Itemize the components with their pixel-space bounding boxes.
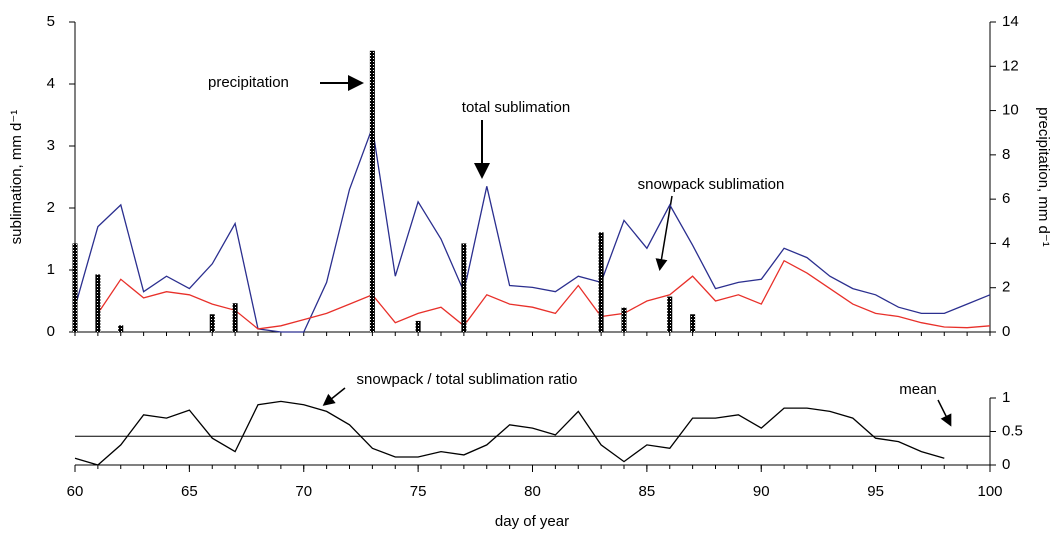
y2-tick-label: 0	[1002, 323, 1010, 340]
precip-bar	[598, 232, 604, 332]
precip-bar	[118, 325, 124, 332]
y2-tick-label: 2	[1002, 279, 1010, 296]
y-tick-label: 4	[47, 75, 55, 92]
x-tick-label: 80	[524, 483, 541, 500]
x-tick-label: 70	[295, 483, 312, 500]
annotation: snowpack / total sublimation ratio	[357, 371, 578, 388]
precip-bar	[369, 50, 375, 333]
y2-tick-label: 6	[1002, 190, 1010, 207]
annotation: precipitation	[208, 74, 289, 91]
x-axis-title: day of year	[495, 513, 569, 530]
arrow	[655, 195, 673, 271]
y-tick-label: 0	[47, 323, 55, 340]
x-tick-label: 90	[753, 483, 770, 500]
annotation: mean	[899, 381, 937, 398]
x-tick-label: 100	[977, 483, 1002, 500]
y2-tick-label: 8	[1002, 146, 1010, 163]
y2-tick-label: 4	[1002, 234, 1010, 251]
arrow	[322, 387, 346, 406]
precip-bar	[690, 314, 696, 332]
precip-bar	[209, 314, 215, 332]
y-tick-label: 1	[1002, 389, 1010, 406]
precip-bar	[415, 320, 421, 332]
precip-bar	[667, 296, 673, 332]
x-tick-label: 65	[181, 483, 198, 500]
y-tick-label: 0.5	[1002, 422, 1023, 439]
precip-bar	[232, 303, 238, 332]
y-axis-title: sublimation, mm d⁻¹	[8, 110, 25, 245]
y2-axis-title: precipitation, mm d⁻¹	[1035, 107, 1052, 247]
y2-tick-label: 10	[1002, 102, 1019, 119]
y2-tick-label: 14	[1002, 13, 1019, 30]
y-tick-label: 1	[47, 261, 55, 278]
precip-bar	[461, 243, 467, 332]
series-line	[97, 259, 991, 330]
precip-bar	[72, 243, 78, 332]
y2-tick-label: 12	[1002, 57, 1019, 74]
y-tick-label: 5	[47, 13, 55, 30]
series-line	[74, 124, 991, 333]
x-tick-label: 95	[867, 483, 884, 500]
y-tick-label: 0	[1002, 456, 1010, 473]
x-tick-label: 60	[67, 483, 84, 500]
annotation: total sublimation	[462, 99, 570, 116]
series-line	[74, 400, 945, 466]
annotation: snowpack sublimation	[638, 176, 785, 193]
y-tick-label: 2	[47, 199, 55, 216]
y-tick-label: 3	[47, 137, 55, 154]
precip-bar	[621, 307, 627, 332]
x-tick-label: 75	[410, 483, 427, 500]
precip-bar	[95, 274, 101, 332]
arrow	[937, 399, 952, 427]
x-tick-label: 85	[639, 483, 656, 500]
